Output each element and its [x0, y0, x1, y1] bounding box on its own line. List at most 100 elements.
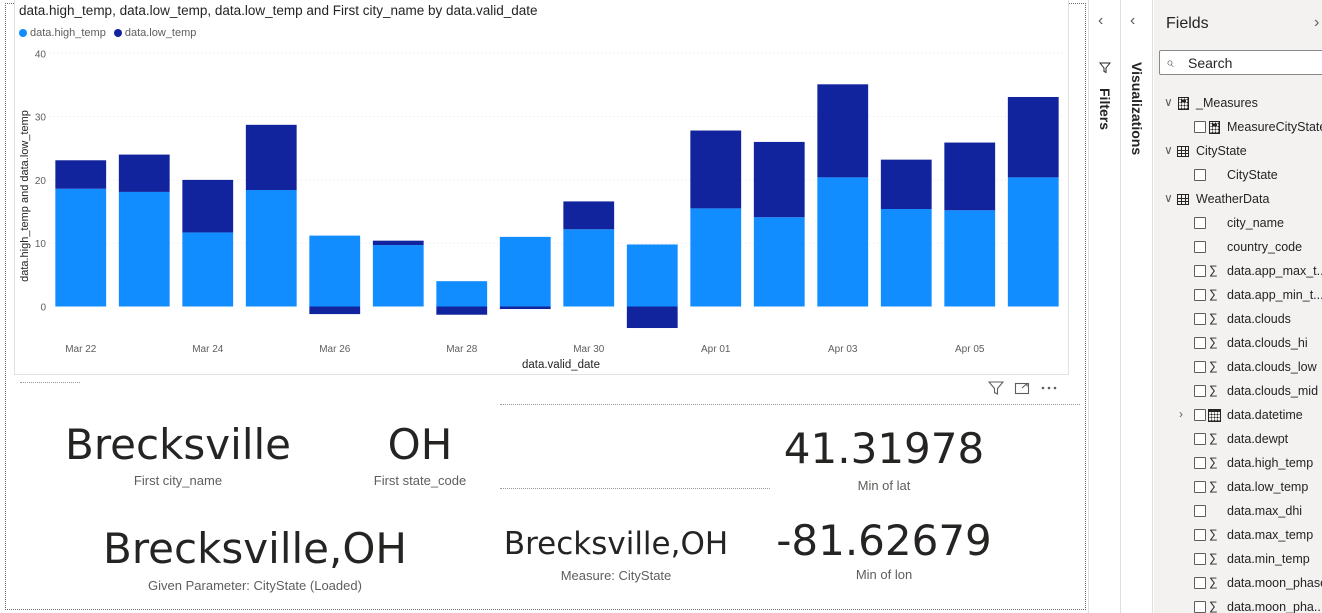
- field-label: data.max_temp: [1227, 528, 1314, 542]
- chevron-right-icon[interactable]: ›: [1179, 407, 1183, 421]
- field-checkbox[interactable]: [1194, 433, 1206, 445]
- field-checkbox[interactable]: [1194, 337, 1206, 349]
- fields-search-box[interactable]: ⌕: [1159, 50, 1322, 75]
- bar-low-temp: [626, 306, 678, 329]
- field-checkbox[interactable]: [1194, 385, 1206, 397]
- grid-guide: [20, 382, 80, 383]
- field-checkbox[interactable]: [1194, 481, 1206, 493]
- field-row[interactable]: country_code: [1154, 236, 1322, 260]
- bar-low-temp: [690, 130, 742, 209]
- x-axis-title: data.valid_date: [522, 359, 600, 371]
- field-row[interactable]: city_name: [1154, 212, 1322, 236]
- field-checkbox[interactable]: [1194, 289, 1206, 301]
- card-lat-value[interactable]: 41.31978: [783, 424, 985, 473]
- bar-low-temp: [309, 306, 361, 315]
- field-label: data.app_min_t...: [1227, 288, 1322, 302]
- field-row[interactable]: ∑ data.clouds_hi: [1154, 332, 1322, 356]
- y-tick-label: 40: [35, 49, 47, 60]
- field-row[interactable]: ∑ data.dewpt: [1154, 428, 1322, 452]
- card-city-value[interactable]: Brecksville: [65, 420, 291, 469]
- field-checkbox[interactable]: [1194, 505, 1206, 517]
- stacked-column-chart[interactable]: data.high_temp, data.low_temp, data.low_…: [14, 0, 1069, 375]
- field-checkbox[interactable]: [1194, 457, 1206, 469]
- card-parameter-value[interactable]: Brecksville,OH: [103, 524, 407, 573]
- sigma-icon: ∑: [1209, 383, 1218, 397]
- field-checkbox[interactable]: [1194, 241, 1206, 253]
- field-checkbox[interactable]: [1194, 409, 1206, 421]
- card-lon-value[interactable]: -81.62679: [776, 516, 992, 565]
- sigma-icon: ∑: [1209, 527, 1218, 541]
- legend-item-low-temp[interactable]: data.low_temp: [113, 27, 196, 39]
- filters-pane-label[interactable]: Filters: [1097, 88, 1113, 131]
- field-row[interactable]: ∨ _Measures: [1154, 92, 1322, 116]
- search-input[interactable]: [1188, 55, 1318, 71]
- field-checkbox[interactable]: [1194, 553, 1206, 565]
- filter-icon: [1098, 62, 1112, 77]
- chevron-left-icon[interactable]: ‹: [1130, 12, 1136, 29]
- field-row[interactable]: ∑ data.app_min_t...: [1154, 284, 1322, 308]
- field-label: data.moon_phase: [1227, 576, 1322, 590]
- y-axis-title: data.high_temp and data.low_temp: [19, 110, 31, 282]
- y-tick-label: 0: [40, 303, 46, 314]
- field-row[interactable]: ∑ data.high_temp: [1154, 452, 1322, 476]
- legend-item-high-temp[interactable]: data.high_temp: [19, 27, 106, 39]
- report-canvas: data.high_temp, data.low_temp, data.low_…: [5, 0, 1086, 610]
- field-row[interactable]: CityState: [1154, 164, 1322, 188]
- field-checkbox[interactable]: [1194, 169, 1206, 181]
- bar-low-temp: [1007, 96, 1059, 178]
- sigma-icon: ∑: [1209, 455, 1218, 469]
- field-row[interactable]: ∑ data.moon_phase: [1154, 572, 1322, 596]
- field-checkbox[interactable]: [1194, 529, 1206, 541]
- bar-high-temp: [118, 191, 170, 307]
- chevron-down-icon[interactable]: ∨: [1164, 95, 1173, 109]
- field-label: data.clouds_low: [1227, 360, 1317, 374]
- field-checkbox[interactable]: [1194, 361, 1206, 373]
- field-row[interactable]: ∑ data.app_max_t...: [1154, 260, 1322, 284]
- card-parameter-label: Given Parameter: CityState (Loaded): [148, 578, 362, 593]
- field-checkbox[interactable]: [1194, 601, 1206, 613]
- field-row[interactable]: ∑ data.clouds: [1154, 308, 1322, 332]
- focus-mode-icon[interactable]: [1014, 380, 1030, 399]
- chevron-down-icon[interactable]: ∨: [1164, 191, 1173, 205]
- bar-high-temp: [626, 244, 678, 307]
- legend-label: data.high_temp: [30, 27, 106, 39]
- field-row[interactable]: data.max_dhi: [1154, 500, 1322, 524]
- chevron-left-icon[interactable]: ‹: [1098, 12, 1104, 29]
- field-checkbox[interactable]: [1194, 265, 1206, 277]
- field-row[interactable]: ∑ data.moon_pha...: [1154, 596, 1322, 613]
- field-checkbox[interactable]: [1194, 217, 1206, 229]
- field-row[interactable]: › data.datetime: [1154, 404, 1322, 428]
- filters-pane[interactable]: ‹ Filters: [1089, 0, 1121, 613]
- field-row[interactable]: MeasureCityState: [1154, 116, 1322, 140]
- field-checkbox[interactable]: [1194, 313, 1206, 325]
- field-row[interactable]: ∑ data.low_temp: [1154, 476, 1322, 500]
- field-row[interactable]: ∑ data.clouds_mid: [1154, 380, 1322, 404]
- filter-icon[interactable]: [987, 380, 1005, 399]
- card-state-value[interactable]: OH: [387, 420, 453, 469]
- card-lat-label: Min of lat: [857, 478, 911, 493]
- sigma-icon: ∑: [1209, 287, 1218, 301]
- field-row[interactable]: ∑ data.clouds_low: [1154, 356, 1322, 380]
- field-label: data.moon_pha...: [1227, 600, 1322, 613]
- x-tick-label: Mar 30: [573, 344, 605, 355]
- visualizations-pane[interactable]: ‹ Visualizations: [1121, 0, 1153, 613]
- bar-high-temp: [563, 229, 615, 307]
- bar-high-temp: [753, 217, 805, 307]
- field-row[interactable]: ∨ WeatherData: [1154, 188, 1322, 212]
- fields-pane: Fields › ⌕ ∨ _Measures MeasureCityState ∨ Ci…: [1154, 0, 1322, 613]
- bar-high-temp: [436, 281, 488, 307]
- field-checkbox[interactable]: [1194, 121, 1206, 133]
- field-row[interactable]: ∨ CityState: [1154, 140, 1322, 164]
- chevron-down-icon[interactable]: ∨: [1164, 143, 1173, 157]
- card-measure-value[interactable]: Brecksville,OH: [503, 526, 729, 562]
- visualizations-pane-label[interactable]: Visualizations: [1129, 62, 1145, 156]
- field-row[interactable]: ∑ data.min_temp: [1154, 548, 1322, 572]
- bar-low-temp: [182, 179, 234, 233]
- more-options-icon[interactable]: [1040, 380, 1058, 399]
- field-checkbox[interactable]: [1194, 577, 1206, 589]
- chevron-right-icon[interactable]: ›: [1314, 14, 1320, 31]
- field-row[interactable]: ∑ data.max_temp: [1154, 524, 1322, 548]
- bar-high-temp: [309, 235, 361, 307]
- bar-high-temp: [880, 209, 932, 307]
